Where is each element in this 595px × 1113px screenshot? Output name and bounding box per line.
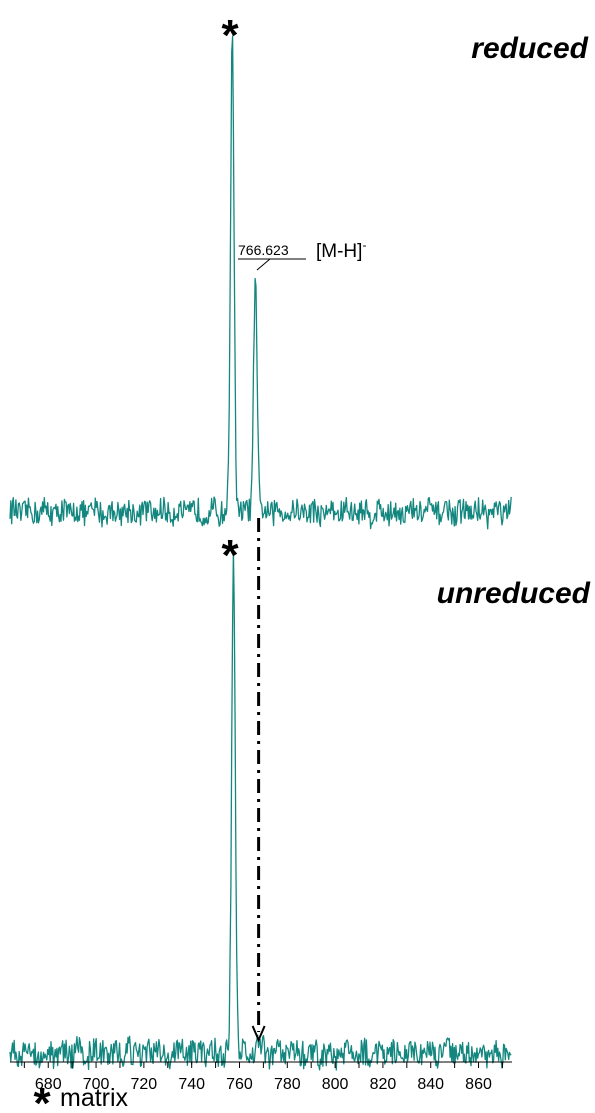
ion-annotation-base: [M-H] (316, 241, 362, 262)
x-tick-label-820: 820 (370, 1076, 397, 1093)
x-tick-label-680: 680 (35, 1076, 62, 1093)
x-tick-label-760: 760 (226, 1076, 253, 1093)
arrow-head (251, 1025, 266, 1043)
legend-matrix-label: matrix (60, 1084, 129, 1112)
reduction-shift-arrow (251, 518, 266, 1043)
x-tick-label-740: 740 (178, 1076, 205, 1093)
reduced-matrix-star: * (221, 11, 239, 60)
reduced-spectrum-trace (9, 35, 512, 530)
x-tick-label-700: 700 (83, 1076, 110, 1093)
x-tick-label-860: 860 (465, 1076, 492, 1093)
x-tick-label-720: 720 (131, 1076, 158, 1093)
unreduced-matrix-star: * (221, 531, 239, 580)
legend-matrix-star: * (33, 1079, 51, 1113)
x-tick-label-780: 780 (274, 1076, 301, 1093)
legend: * matrix (33, 1079, 128, 1113)
x-tick-label-840: 840 (417, 1076, 444, 1093)
x-tick-label-800: 800 (322, 1076, 349, 1093)
molecular-ion-annotation: [M-H]- (316, 238, 366, 262)
molecular-ion-mz-label: 766.623 (238, 242, 289, 258)
unreduced-panel-label: unreduced (437, 577, 591, 610)
x-axis-ticks: 680 700 720 740 760 780 800 820 840 860 (23, 1062, 503, 1093)
ion-annotation-charge: - (362, 238, 366, 252)
reduced-panel-label: reduced (471, 32, 588, 65)
unreduced-spectrum-panel: unreduced * (9, 531, 591, 1071)
mz-axis: 680 700 720 740 760 780 800 820 840 860 (10, 1061, 512, 1093)
molecular-ion-leader-line (256, 258, 271, 271)
unreduced-spectrum-trace (9, 548, 512, 1071)
reduced-spectrum-panel: reduced * 766.623 [M-H]- (9, 11, 589, 530)
